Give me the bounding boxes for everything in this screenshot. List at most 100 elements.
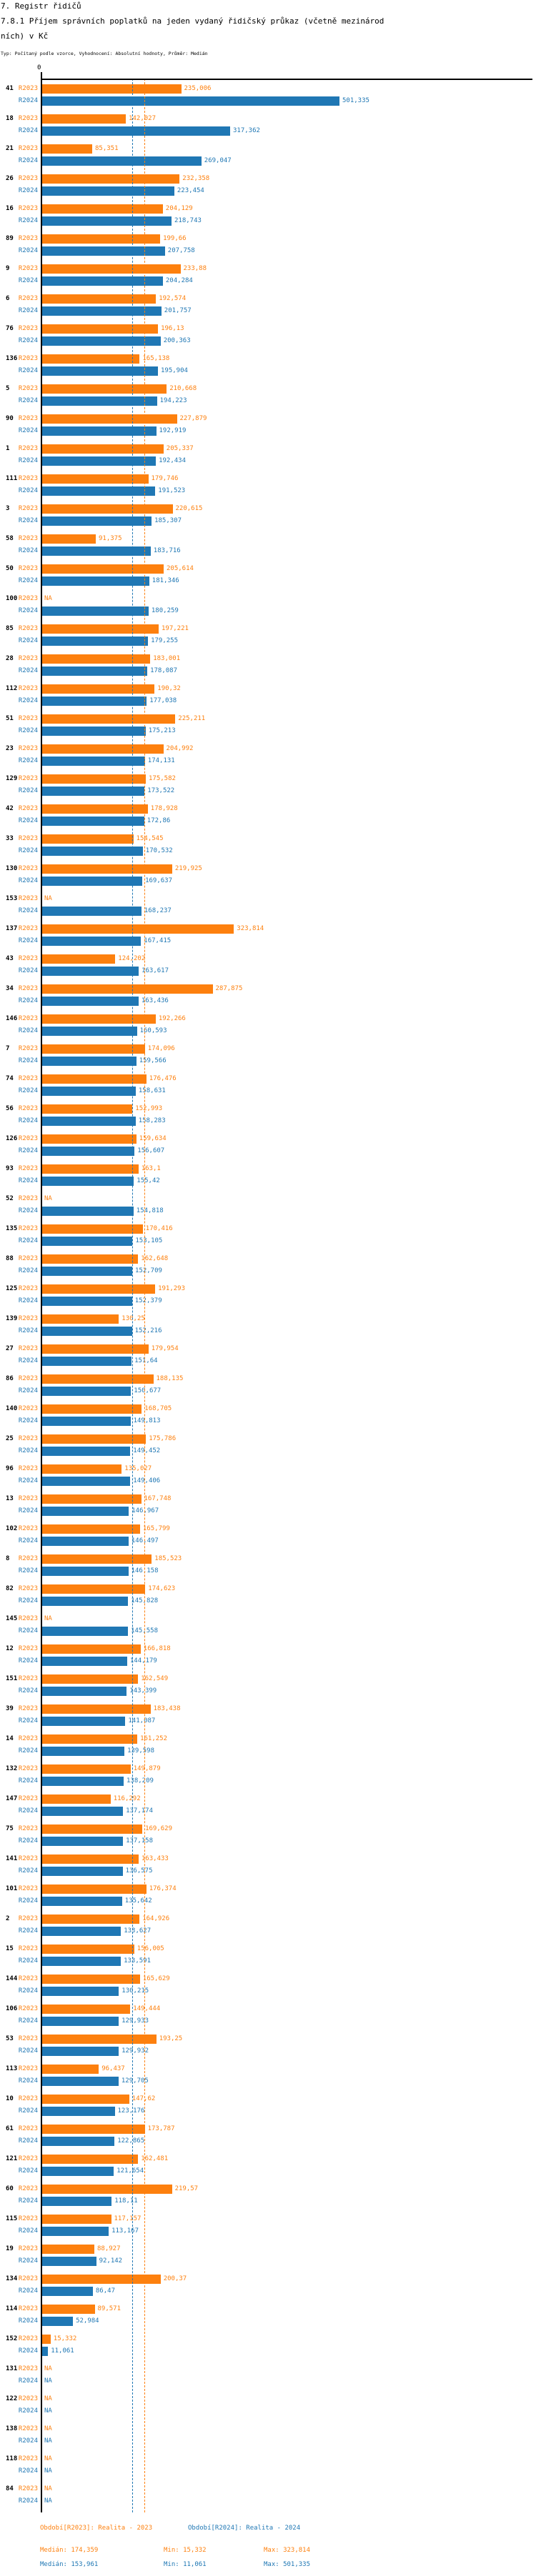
bar-group: 93 R2023 163,1 R2024 155,42 xyxy=(0,1164,536,1186)
row-id-label: 153 xyxy=(6,895,18,902)
r2023-row: R2023 191,293 xyxy=(0,1284,536,1294)
r2023-series-label: R2023 xyxy=(18,1855,38,1862)
r2023-value-label: 162,481 xyxy=(141,2155,169,2162)
r2024-series-label: R2024 xyxy=(18,1597,38,1604)
r2024-value-label: 92,142 xyxy=(99,2257,123,2265)
r2024-series-label: R2024 xyxy=(18,1417,38,1424)
r2024-bar xyxy=(41,1897,122,1906)
r2024-value-label: 155,42 xyxy=(137,1177,160,1184)
r2023-value-label: 165,138 xyxy=(142,355,170,362)
r2023-series-label: R2023 xyxy=(18,625,38,632)
r2023-bar xyxy=(41,1824,143,1834)
r2023-value-label: 149,444 xyxy=(133,2005,161,2012)
r2024-value-label: 191,523 xyxy=(158,487,186,494)
bar-group: 53 R2023 193,25 R2024 129,932 xyxy=(0,2035,536,2056)
r2023-row: R2023 179,954 xyxy=(0,1344,536,1354)
r2023-bar xyxy=(41,324,159,334)
r2023-series-label: R2023 xyxy=(18,2125,38,2132)
r2024-series-label: R2024 xyxy=(18,2227,38,2235)
r2024-series-label: R2024 xyxy=(18,727,38,734)
r2024-row: R2024 NA xyxy=(0,2407,536,2416)
bar-group: 135 R2023 170,416 R2024 153,105 xyxy=(0,1224,536,1246)
row-id-label: 33 xyxy=(6,835,14,842)
bar-group: 14 R2023 161,252 R2024 139,598 xyxy=(0,1734,536,1756)
bar-group: 137 R2023 323,814 R2024 167,415 xyxy=(0,924,536,946)
r2023-series-label: R2023 xyxy=(18,235,38,242)
r2023-series-label: R2023 xyxy=(18,1045,38,1052)
r2023-row: R2023 169,629 xyxy=(0,1824,536,1834)
r2024-value-label: 151,64 xyxy=(134,1357,158,1364)
r2024-value-label: 129,932 xyxy=(121,2047,149,2055)
r2023-value-label: 235,006 xyxy=(184,85,212,92)
bar-group: 39 R2023 183,438 R2024 141,087 xyxy=(0,1704,536,1726)
r2024-series-label: R2024 xyxy=(18,337,38,344)
r2024-series-label: R2024 xyxy=(18,1237,38,1244)
bar-group: 126 R2023 159,634 R2024 156,607 xyxy=(0,1134,536,1156)
r2024-series-label: R2024 xyxy=(18,1267,38,1274)
r2024-bar xyxy=(41,667,148,676)
r2024-row: R2024 NA xyxy=(0,2497,536,2506)
row-id-label: 111 xyxy=(6,475,18,482)
r2024-bar xyxy=(41,1267,132,1276)
r2024-bar xyxy=(41,1657,127,1666)
r2024-series-label: R2024 xyxy=(18,2407,38,2415)
r2023-bar xyxy=(41,1254,139,1264)
r2024-row: R2024 207,758 xyxy=(0,246,536,256)
r2023-bar xyxy=(41,2275,161,2284)
r2023-bar xyxy=(41,1044,145,1054)
row-id-label: 39 xyxy=(6,1705,14,1712)
r2023-value-label: 205,337 xyxy=(166,445,194,452)
r2024-series-label: R2024 xyxy=(18,2437,38,2445)
r2023-value-label: 164,926 xyxy=(142,1915,170,1922)
row-id-label: 10 xyxy=(6,2095,14,2102)
r2023-row: R2023 323,814 xyxy=(0,924,536,934)
r2024-bar xyxy=(41,847,143,856)
r2023-value-label: NA xyxy=(44,2425,52,2432)
r2023-bar xyxy=(41,2185,172,2194)
bar-group: 86 R2023 188,135 R2024 150,677 xyxy=(0,1374,536,1396)
r2024-bar xyxy=(41,606,149,616)
bar-group: 88 R2023 162,648 R2024 152,709 xyxy=(0,1254,536,1276)
r2024-bar xyxy=(41,757,145,766)
r2024-value-label: 218,743 xyxy=(174,217,202,224)
r2023-series-label: R2023 xyxy=(18,2275,38,2282)
bar-group: 21 R2023 85,351 R2024 269,047 xyxy=(0,144,536,166)
r2024-row: R2024 138,209 xyxy=(0,1777,536,1786)
row-id-label: 52 xyxy=(6,1195,14,1202)
r2023-series-label: R2023 xyxy=(18,2335,38,2342)
r2023-series-label: R2023 xyxy=(18,1465,38,1472)
bar-group: 112 R2023 190,32 R2024 177,038 xyxy=(0,684,536,706)
r2023-bar xyxy=(41,1884,147,1894)
r2023-bar xyxy=(41,2215,111,2224)
r2024-series-label: R2024 xyxy=(18,397,38,404)
row-id-label: 114 xyxy=(6,2305,18,2312)
r2024-series-label: R2024 xyxy=(18,787,38,794)
bar-group: 12 R2023 166,818 R2024 144,179 xyxy=(0,1644,536,1666)
r2024-row: R2024 152,379 xyxy=(0,1297,536,1306)
r2024-value-label: NA xyxy=(44,2377,52,2385)
r2023-value-label: 147,62 xyxy=(131,2095,156,2102)
legend-r2024-max: Max: 501,335 xyxy=(264,2561,311,2568)
row-id-label: 43 xyxy=(6,955,14,962)
r2024-value-label: 170,532 xyxy=(145,847,173,854)
r2023-row: R2023 NA xyxy=(0,594,536,604)
r2023-bar xyxy=(41,2335,51,2344)
bar-group: 25 R2023 175,786 R2024 149,452 xyxy=(0,1434,536,1456)
r2024-row: R2024 146,497 xyxy=(0,1537,536,1546)
bar-group: 34 R2023 287,875 R2024 163,436 xyxy=(0,984,536,1006)
r2024-bar xyxy=(41,1567,129,1576)
r2023-row: R2023 NA xyxy=(0,2485,536,2494)
bar-group: 74 R2023 176,476 R2024 158,631 xyxy=(0,1074,536,1096)
r2024-bar xyxy=(41,967,139,976)
r2023-value-label: 15,332 xyxy=(53,2335,77,2342)
r2024-bar xyxy=(41,877,143,886)
r2024-row: R2024 123,176 xyxy=(0,2107,536,2116)
r2024-series-label: R2024 xyxy=(18,2347,38,2355)
r2023-series-label: R2023 xyxy=(18,505,38,512)
r2023-series-label: R2023 xyxy=(18,2005,38,2012)
r2023-series-label: R2023 xyxy=(18,1165,38,1172)
r2023-bar xyxy=(41,2125,145,2134)
r2023-bar xyxy=(41,534,96,544)
r2024-value-label: NA xyxy=(44,2467,52,2475)
r2024-value-label: 201,757 xyxy=(164,307,192,314)
